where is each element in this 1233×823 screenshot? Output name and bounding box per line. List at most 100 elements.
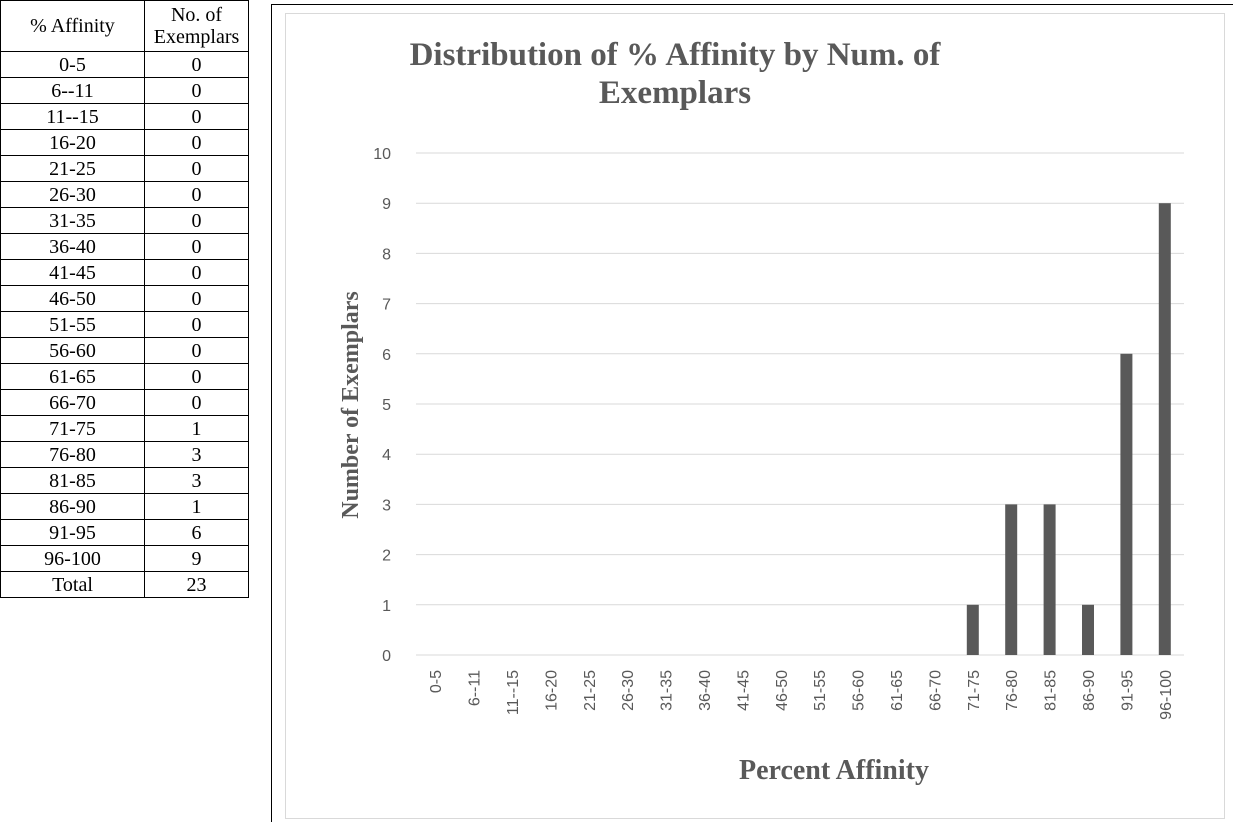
affinity-range-cell: 6--11 (0, 77, 145, 104)
bar (1158, 203, 1171, 655)
table-row: 31-35 0 (0, 207, 249, 234)
bar (1005, 504, 1018, 655)
y-tick-label: 8 (382, 246, 391, 263)
table-row: 91-95 6 (0, 519, 249, 546)
x-tick-label: 31-35 (659, 670, 676, 711)
y-tick-label: 0 (382, 648, 391, 665)
exemplar-count-cell: 6 (144, 519, 249, 546)
table-row: 16-20 0 (0, 129, 249, 156)
bar-chart: Distribution of % Affinity by Num. ofExe… (338, 37, 1184, 786)
table-row: 0-5 0 (0, 51, 249, 78)
x-tick-label: 61-65 (889, 670, 906, 711)
affinity-table: % Affinity No. of Exemplars 0-5 0 6--11 0 11… (0, 0, 249, 598)
affinity-range-cell: 36-40 (0, 233, 145, 260)
table-row: 21-25 0 (0, 155, 249, 182)
table-row: 96-100 9 (0, 545, 249, 572)
affinity-range-cell: 16-20 (0, 129, 145, 156)
exemplar-count-cell: 9 (144, 545, 249, 572)
x-tick-label: 0-5 (428, 670, 445, 693)
affinity-range-cell: 86-90 (0, 493, 145, 520)
table-row: 61-65 0 (0, 363, 249, 390)
y-tick-label: 7 (382, 297, 391, 314)
exemplar-count-cell: 0 (144, 259, 249, 286)
x-tick-label: 26-30 (620, 670, 637, 711)
x-tick-label: 46-50 (774, 670, 791, 711)
exemplar-count-cell: 0 (144, 129, 249, 156)
table-row: 26-30 0 (0, 181, 249, 208)
exemplar-count-cell: 1 (144, 493, 249, 520)
x-tick-label: 86-90 (1081, 670, 1098, 711)
exemplar-count-cell: 0 (144, 181, 249, 208)
table-row: 56-60 0 (0, 337, 249, 364)
x-axis-title: Percent Affinity (739, 755, 929, 786)
header-affinity: % Affinity (0, 0, 145, 52)
x-tick-label: 96-100 (1158, 670, 1175, 720)
affinity-range-cell: 46-50 (0, 285, 145, 312)
table-row: 71-75 1 (0, 415, 249, 442)
y-axis-title: Number of Exemplars (338, 291, 364, 519)
x-tick-label: 66-70 (927, 670, 944, 711)
table-body: 0-5 0 6--11 0 11--15 0 16-20 0 21-25 0 26-30 0 31-35… (0, 51, 249, 572)
exemplar-count-cell: 1 (144, 415, 249, 442)
affinity-range-cell: 71-75 (0, 415, 145, 442)
affinity-range-cell: 26-30 (0, 181, 145, 208)
x-tick-label: 91-95 (1119, 670, 1136, 711)
x-tick-label: 6--11 (467, 670, 484, 706)
exemplar-count-cell: 0 (144, 363, 249, 390)
table-header-row: % Affinity No. of Exemplars (0, 0, 249, 52)
bar (1043, 504, 1056, 655)
y-tick-label: 1 (382, 598, 391, 615)
affinity-range-cell: 66-70 (0, 389, 145, 416)
table-row: 86-90 1 (0, 493, 249, 520)
affinity-range-cell: 56-60 (0, 337, 145, 364)
exemplar-count-cell: 3 (144, 441, 249, 468)
exemplar-count-cell: 0 (144, 285, 249, 312)
chart-title: Distribution of % Affinity by Num. of (410, 37, 942, 73)
affinity-range-cell: 81-85 (0, 467, 145, 494)
exemplar-count-cell: 0 (144, 311, 249, 338)
table-row: 41-45 0 (0, 259, 249, 286)
chart-frame (271, 4, 1233, 822)
header-exemplars: No. of Exemplars (144, 0, 249, 52)
x-tick-label: 56-60 (851, 670, 868, 711)
chart-area: Distribution of % Affinity by Num. of Exe… (285, 13, 1225, 819)
x-tick-label: 36-40 (697, 670, 714, 711)
x-tick-label: 16-20 (543, 670, 560, 711)
exemplar-count-cell: 0 (144, 103, 249, 130)
affinity-range-cell: 91-95 (0, 519, 145, 546)
x-tick-label: 81-85 (1043, 670, 1060, 711)
table-row: 6--11 0 (0, 77, 249, 104)
affinity-range-cell: 0-5 (0, 51, 145, 78)
exemplar-count-cell: 0 (144, 155, 249, 182)
affinity-range-cell: 21-25 (0, 155, 145, 182)
x-tick-label: 71-75 (966, 670, 983, 711)
table-total-row: Total 23 (0, 571, 249, 598)
table-row: 76-80 3 (0, 441, 249, 468)
total-label: Total (0, 571, 145, 598)
affinity-range-cell: 96-100 (0, 545, 145, 572)
table-row: 81-85 3 (0, 467, 249, 494)
chart-title: Exemplars (599, 75, 751, 111)
x-tick-label: 41-45 (735, 670, 752, 711)
affinity-range-cell: 41-45 (0, 259, 145, 286)
table-row: 66-70 0 (0, 389, 249, 416)
y-tick-label: 2 (382, 548, 391, 565)
y-tick-label: 5 (382, 397, 391, 414)
exemplar-count-cell: 3 (144, 467, 249, 494)
exemplar-count-cell: 0 (144, 337, 249, 364)
affinity-range-cell: 11--15 (0, 103, 145, 130)
x-tick-label: 76-80 (1004, 670, 1021, 711)
exemplar-count-cell: 0 (144, 77, 249, 104)
table-row: 51-55 0 (0, 311, 249, 338)
table-row: 11--15 0 (0, 103, 249, 130)
exemplar-count-cell: 0 (144, 389, 249, 416)
table-row: 46-50 0 (0, 285, 249, 312)
y-tick-label: 10 (373, 146, 391, 163)
y-tick-label: 3 (382, 497, 391, 514)
y-tick-label: 9 (382, 196, 391, 213)
affinity-range-cell: 31-35 (0, 207, 145, 234)
affinity-range-cell: 51-55 (0, 311, 145, 338)
bar (966, 604, 979, 655)
table-row: 36-40 0 (0, 233, 249, 260)
exemplar-count-cell: 0 (144, 207, 249, 234)
